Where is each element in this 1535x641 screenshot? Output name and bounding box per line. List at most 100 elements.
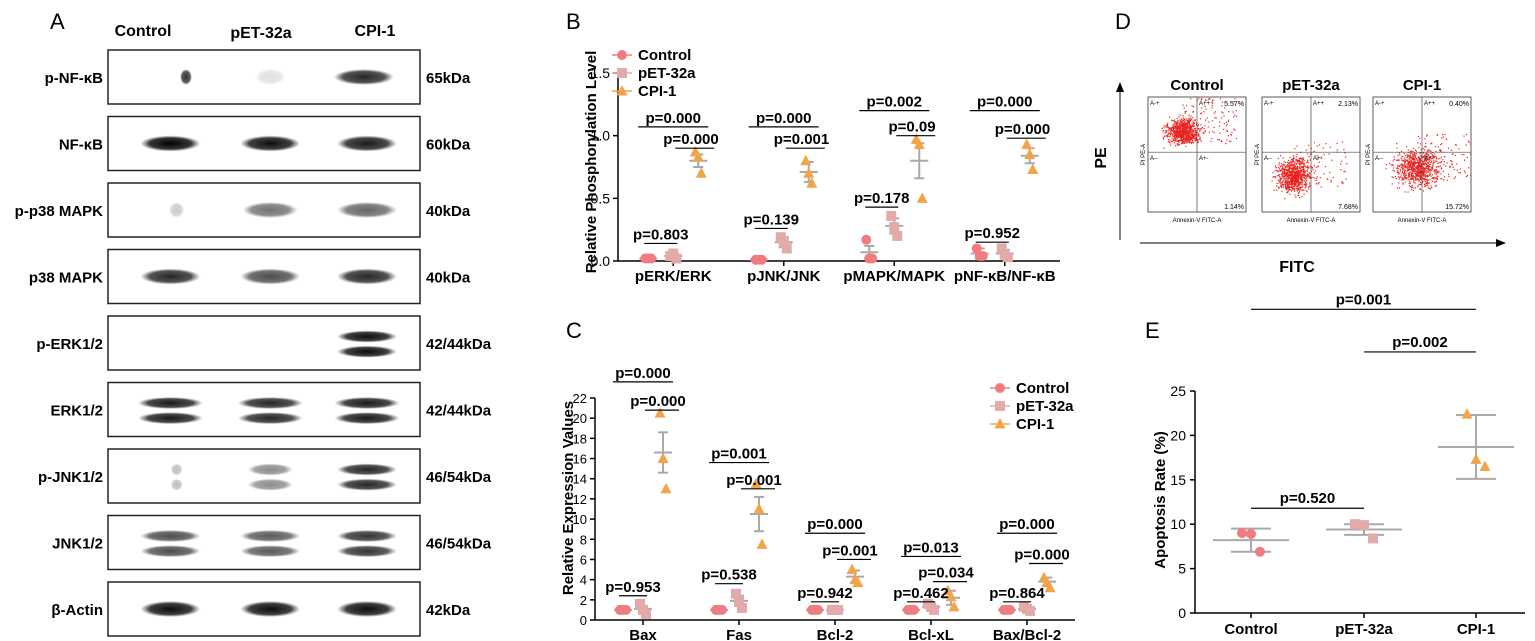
flow-event xyxy=(1299,182,1302,184)
flow-event xyxy=(1300,157,1302,159)
flow-event xyxy=(1435,156,1438,158)
flow-event xyxy=(1423,171,1426,173)
flow-x-label: Annexin-V FITC-A xyxy=(1173,218,1222,224)
flow-event xyxy=(1298,161,1300,163)
flow-event xyxy=(1180,133,1182,135)
flow-event xyxy=(1213,132,1215,134)
flow-event xyxy=(1419,168,1421,170)
flow-event xyxy=(1302,179,1304,181)
flow-event xyxy=(1411,172,1414,174)
flow-event xyxy=(1288,169,1290,171)
flow-event xyxy=(1286,176,1288,178)
flow-event xyxy=(1420,166,1422,168)
flow-event xyxy=(1427,151,1429,153)
flow-event xyxy=(1190,136,1192,139)
flow-x-label: Annexin-V FITC-A xyxy=(1287,218,1336,224)
flow-event xyxy=(1174,140,1176,142)
flow-event xyxy=(1409,171,1411,173)
blot-band xyxy=(242,202,298,218)
flow-event xyxy=(1278,174,1280,176)
flow-event xyxy=(1396,171,1399,174)
data-point xyxy=(833,604,843,615)
flow-event xyxy=(1291,171,1294,173)
flow-event xyxy=(1408,169,1410,171)
flow-event xyxy=(1410,166,1412,168)
flow-event xyxy=(1182,136,1184,138)
flow-event xyxy=(1287,172,1289,174)
flow-plot: CPI-1A-+ A++A-- A+-0.40%15.72%Annexin-V FI… xyxy=(1366,77,1472,224)
flow-event xyxy=(1204,105,1206,107)
flow-event xyxy=(1430,152,1432,155)
chart-c-expression: Relative Expression Values 0246810121416… xyxy=(560,365,1075,641)
flow-event xyxy=(1419,178,1422,181)
flow-event xyxy=(1274,165,1277,167)
flow-event xyxy=(1306,166,1308,168)
blot-band xyxy=(137,412,203,425)
flow-event xyxy=(1288,180,1290,183)
flow-event xyxy=(1279,180,1281,183)
flow-event xyxy=(1283,171,1286,173)
data-point xyxy=(695,167,707,178)
flow-event xyxy=(1173,130,1175,132)
flow-event xyxy=(1283,172,1285,174)
flow-event xyxy=(1293,188,1295,190)
flow-event xyxy=(1417,160,1419,162)
flow-event xyxy=(1468,141,1470,143)
flow-event xyxy=(1402,172,1404,175)
flow-event xyxy=(1296,181,1298,183)
flow-event xyxy=(1227,120,1230,122)
flow-event xyxy=(1440,178,1442,180)
flow-event xyxy=(1287,168,1290,171)
flow-event xyxy=(1191,105,1193,107)
flow-event xyxy=(1422,162,1424,164)
flow-event xyxy=(1192,120,1194,122)
flow-event xyxy=(1307,153,1309,155)
flow-event xyxy=(1308,186,1310,188)
flow-event xyxy=(1424,180,1427,183)
flow-event xyxy=(1277,186,1280,188)
p-value-label: p=0.09 xyxy=(888,119,935,136)
flow-event xyxy=(1286,173,1288,175)
data-point xyxy=(886,210,897,221)
flow-event xyxy=(1409,174,1411,176)
flow-event xyxy=(1404,157,1406,159)
flow-event xyxy=(1402,160,1404,162)
flow-event xyxy=(1298,177,1300,179)
flow-event xyxy=(1171,137,1173,139)
p-value-label: p=0.000 xyxy=(995,121,1050,138)
data-point xyxy=(671,253,682,264)
y-tick-label: 15 xyxy=(1170,472,1186,488)
flow-event xyxy=(1205,99,1207,102)
blot-protein-label: p-NF-κB xyxy=(45,70,104,87)
flow-event xyxy=(1427,182,1429,184)
flow-event xyxy=(1428,160,1431,162)
flow-event xyxy=(1293,185,1295,188)
flow-y-label: PI PE-A xyxy=(1255,144,1261,165)
blot-band xyxy=(240,530,301,543)
data-point xyxy=(1461,408,1473,419)
flow-event xyxy=(1195,139,1197,141)
flow-event xyxy=(1467,167,1470,169)
flow-event xyxy=(1410,177,1412,179)
flow-event xyxy=(1295,170,1297,173)
flow-event xyxy=(1189,137,1191,139)
flow-event xyxy=(1294,172,1296,174)
flow-event xyxy=(1438,171,1440,173)
flow-event xyxy=(1278,168,1281,170)
flow-event xyxy=(1291,167,1294,169)
flow-event xyxy=(1294,168,1296,170)
flow-event xyxy=(1287,181,1289,183)
panel-letter-a: A xyxy=(50,9,65,34)
flow-event xyxy=(1323,173,1325,175)
flow-event xyxy=(1415,171,1417,174)
flow-event xyxy=(1406,167,1408,170)
flow-event xyxy=(1424,169,1426,171)
flow-event xyxy=(1437,146,1440,148)
flow-event xyxy=(1294,169,1296,171)
flow-event xyxy=(1455,144,1457,146)
flow-event xyxy=(1166,136,1168,138)
flow-event xyxy=(1424,163,1426,165)
flow-event xyxy=(1345,178,1347,180)
flow-event xyxy=(1399,169,1401,171)
flow-event xyxy=(1294,175,1296,177)
